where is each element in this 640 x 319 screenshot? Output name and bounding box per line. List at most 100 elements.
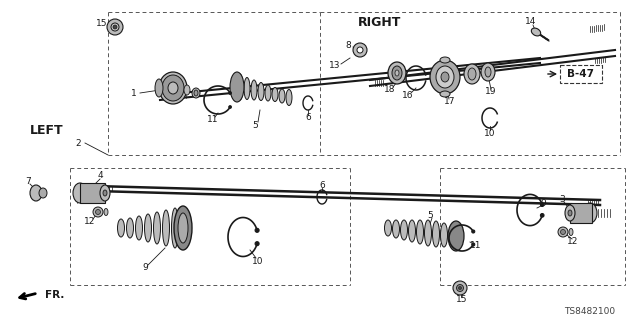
Ellipse shape — [127, 218, 134, 238]
Text: LEFT: LEFT — [30, 123, 63, 137]
Text: 9: 9 — [142, 263, 148, 272]
Ellipse shape — [192, 88, 200, 98]
Text: 10: 10 — [484, 129, 496, 137]
Ellipse shape — [395, 70, 399, 76]
Ellipse shape — [103, 190, 107, 196]
Text: 2: 2 — [75, 138, 81, 147]
Ellipse shape — [440, 57, 450, 63]
Circle shape — [93, 207, 103, 217]
Bar — [570, 203, 592, 223]
Ellipse shape — [401, 220, 408, 240]
Text: 15: 15 — [456, 295, 468, 305]
Ellipse shape — [251, 80, 257, 100]
Text: 3: 3 — [559, 196, 565, 204]
Ellipse shape — [481, 63, 495, 81]
Ellipse shape — [258, 83, 264, 100]
Text: 11: 11 — [470, 241, 482, 250]
Text: 10: 10 — [252, 257, 264, 266]
Text: 1: 1 — [131, 88, 137, 98]
Ellipse shape — [357, 47, 363, 53]
Text: 7: 7 — [25, 177, 31, 187]
Ellipse shape — [392, 220, 399, 238]
Text: 6: 6 — [319, 181, 325, 189]
Ellipse shape — [118, 219, 125, 237]
Circle shape — [107, 19, 123, 35]
Ellipse shape — [159, 72, 187, 104]
Ellipse shape — [531, 28, 541, 36]
Ellipse shape — [172, 208, 179, 248]
Ellipse shape — [39, 188, 47, 198]
Ellipse shape — [184, 85, 190, 95]
Ellipse shape — [433, 221, 440, 247]
Ellipse shape — [244, 78, 250, 100]
Ellipse shape — [440, 91, 450, 97]
Ellipse shape — [73, 183, 87, 203]
Ellipse shape — [136, 216, 143, 240]
Ellipse shape — [145, 214, 152, 242]
Text: 12: 12 — [567, 238, 579, 247]
Circle shape — [95, 210, 100, 214]
Circle shape — [456, 285, 463, 292]
Ellipse shape — [565, 205, 575, 221]
Ellipse shape — [163, 210, 170, 246]
Ellipse shape — [272, 87, 278, 101]
Ellipse shape — [162, 75, 184, 101]
Ellipse shape — [408, 220, 415, 242]
Text: FR.: FR. — [45, 290, 65, 300]
Circle shape — [228, 106, 232, 108]
Text: 9: 9 — [540, 199, 546, 209]
Ellipse shape — [583, 203, 597, 223]
Circle shape — [540, 213, 544, 217]
Text: 11: 11 — [207, 115, 219, 124]
Ellipse shape — [168, 82, 178, 94]
Circle shape — [561, 229, 566, 234]
Ellipse shape — [230, 72, 244, 102]
Ellipse shape — [104, 209, 108, 216]
Ellipse shape — [174, 206, 192, 250]
Text: 17: 17 — [444, 98, 456, 107]
Ellipse shape — [154, 212, 161, 244]
Ellipse shape — [388, 62, 406, 84]
Ellipse shape — [448, 221, 464, 251]
Circle shape — [255, 228, 259, 232]
Text: 16: 16 — [403, 92, 413, 100]
Text: B-47: B-47 — [568, 69, 595, 79]
Ellipse shape — [194, 90, 198, 96]
Ellipse shape — [568, 210, 572, 216]
Ellipse shape — [392, 66, 402, 80]
Ellipse shape — [468, 68, 476, 80]
Circle shape — [255, 242, 259, 246]
Text: 15: 15 — [96, 19, 108, 28]
Text: 18: 18 — [384, 85, 396, 94]
Circle shape — [453, 281, 467, 295]
Bar — [80, 183, 105, 203]
Circle shape — [472, 230, 475, 233]
Ellipse shape — [100, 185, 110, 201]
Bar — [560, 65, 602, 83]
Circle shape — [558, 227, 568, 237]
Ellipse shape — [178, 213, 188, 243]
Circle shape — [458, 286, 461, 290]
Circle shape — [540, 203, 544, 206]
Text: 4: 4 — [97, 172, 103, 181]
Text: TS8482100: TS8482100 — [564, 308, 616, 316]
Text: 8: 8 — [345, 41, 351, 50]
Text: 19: 19 — [485, 87, 497, 97]
Circle shape — [111, 23, 119, 31]
Ellipse shape — [441, 72, 449, 82]
Text: RIGHT: RIGHT — [358, 16, 401, 28]
Circle shape — [472, 243, 475, 246]
Text: 5: 5 — [252, 122, 258, 130]
Text: 13: 13 — [328, 61, 340, 70]
Ellipse shape — [569, 228, 573, 235]
Ellipse shape — [353, 43, 367, 57]
Ellipse shape — [286, 90, 292, 106]
Ellipse shape — [30, 185, 42, 201]
Ellipse shape — [417, 220, 424, 244]
Text: 14: 14 — [525, 18, 537, 26]
Ellipse shape — [436, 66, 454, 88]
Ellipse shape — [440, 223, 447, 247]
Ellipse shape — [424, 220, 431, 246]
Ellipse shape — [265, 85, 271, 101]
Ellipse shape — [485, 67, 491, 77]
